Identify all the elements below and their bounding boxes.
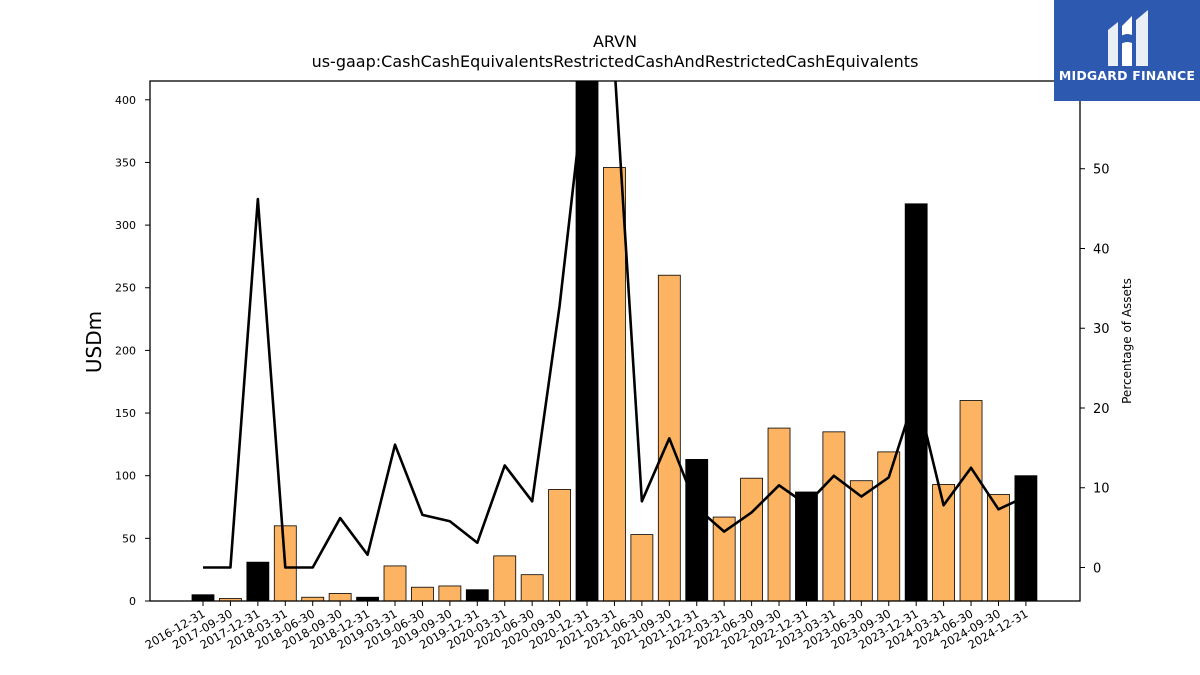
bar-2020-09-30 (548, 489, 571, 601)
bar-2024-12-31 (1014, 475, 1038, 601)
bar-2018-09-30 (328, 593, 352, 601)
left-tick-label: 200 (115, 344, 136, 357)
left-tick-label: 50 (122, 532, 136, 545)
bar-2023-12-31 (904, 203, 928, 601)
bar-2016-12-31 (191, 594, 215, 601)
bar-2021-06-30 (630, 534, 654, 601)
bar-2022-09-30 (767, 427, 791, 601)
chart-title: ARVN (592, 32, 638, 51)
left-tick-label: 150 (115, 407, 136, 420)
bar-2019-12-31 (465, 589, 489, 601)
left-tick-label: 100 (115, 470, 136, 483)
bar-2022-03-31 (712, 516, 736, 601)
left-tick-label: 0 (129, 595, 136, 608)
logo-mark-icon (1108, 10, 1148, 66)
bar-2017-12-31 (246, 561, 270, 601)
bar-2020-03-31 (493, 555, 517, 601)
bar-2019-03-31 (383, 565, 407, 601)
bar-2019-06-30 (411, 586, 434, 601)
left-tick-label: 350 (115, 156, 136, 169)
x-axis-ticks: 2016-12-312017-09-302017-12-312018-03-31… (143, 601, 1030, 652)
line-layer (203, 81, 1027, 569)
logo: MIDGARD FINANCE (1054, 0, 1200, 101)
plot-frame (149, 80, 1081, 602)
bar-2023-03-31 (822, 431, 846, 601)
bar-2020-06-30 (520, 574, 544, 601)
bars-layer (191, 81, 1038, 601)
bar-2019-09-30 (438, 585, 462, 601)
chart-subtitle: us-gaap:CashCashEquivalentsRestrictedCas… (311, 52, 919, 71)
right-tick-label: 30 (1093, 322, 1110, 337)
bar-2022-12-31 (795, 491, 818, 601)
right-axis-ticks: 0 10 20 30 40 50 (1080, 163, 1110, 577)
bar-2023-09-30 (877, 451, 901, 601)
y-axis-label-right: Percentage of Assets (1120, 278, 1134, 404)
left-tick-label: 250 (115, 282, 136, 295)
y-axis-label: USDm (82, 311, 106, 373)
bar-2022-06-30 (740, 477, 763, 601)
right-tick-label: 0 (1093, 562, 1101, 577)
bar-2021-03-31 (603, 167, 626, 601)
bar-2024-06-30 (959, 400, 983, 601)
right-tick-label: 20 (1093, 402, 1110, 417)
left-tick-label: 400 (115, 94, 136, 107)
left-tick-label: 300 (115, 219, 136, 232)
percentage-line (203, 81, 1027, 569)
right-tick-label: 10 (1093, 482, 1110, 497)
bar-2020-12-31 (575, 81, 599, 601)
logo-text: MIDGARD FINANCE (1058, 68, 1196, 83)
right-tick-label: 40 (1093, 242, 1110, 257)
bar-2024-03-31 (932, 484, 956, 601)
bar-2023-06-30 (849, 480, 873, 601)
bar-2021-12-31 (685, 459, 709, 601)
left-axis-ticks: 0 50 100 150 200 250 300 350 400 (115, 94, 150, 608)
right-tick-label: 50 (1093, 163, 1110, 178)
